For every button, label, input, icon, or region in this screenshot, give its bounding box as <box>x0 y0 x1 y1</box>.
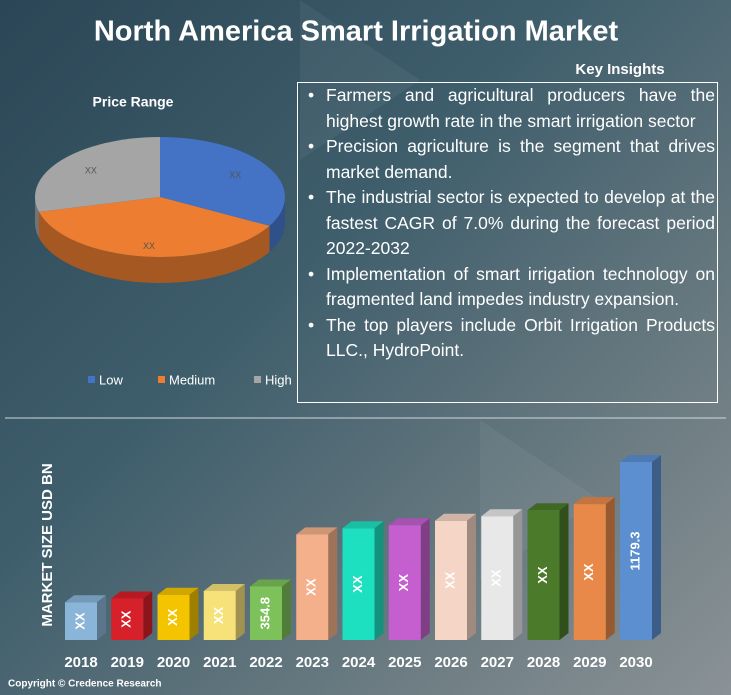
x-tick-label: 2018 <box>64 654 97 671</box>
bar-side <box>282 579 291 640</box>
x-tick-label: 2030 <box>619 654 652 671</box>
bar-top <box>157 587 199 595</box>
x-tick-label: 2025 <box>388 654 421 671</box>
bar <box>111 598 144 640</box>
bar-value-label: XX <box>581 563 596 581</box>
bar-top <box>527 503 569 511</box>
pie-slice <box>160 137 286 226</box>
bar-side <box>605 497 615 640</box>
x-tick-label: 2021 <box>203 654 236 671</box>
legend-label: High <box>265 372 292 387</box>
pie-side <box>38 211 270 284</box>
x-tick-label: 2019 <box>111 654 144 671</box>
bar-value-label: XX <box>396 574 411 592</box>
pie-slice <box>38 197 270 257</box>
bar-top <box>620 455 661 462</box>
pie-value-label: XX <box>229 170 241 180</box>
copyright: Copyright © Credence Research <box>8 679 162 690</box>
bar-side <box>374 521 384 640</box>
bar <box>250 586 282 640</box>
bar-side <box>143 591 153 640</box>
bar-side <box>328 527 338 640</box>
x-tick-label: 2026 <box>434 654 467 671</box>
pie-slice <box>35 137 160 212</box>
bar <box>481 516 514 640</box>
bar-value-label: XX <box>489 569 504 587</box>
insights-list: Farmers and agricultural producers have … <box>297 82 718 403</box>
x-tick-label: 2024 <box>342 654 376 671</box>
pie-title: Price Range <box>93 94 174 110</box>
bar-top <box>388 518 430 526</box>
bar <box>435 520 467 640</box>
bar-top <box>250 579 291 587</box>
bar-side <box>235 583 245 640</box>
bar-side <box>652 455 661 640</box>
bar <box>573 504 606 640</box>
bar-side <box>189 587 199 640</box>
bar <box>157 594 190 640</box>
bar-top <box>111 591 153 599</box>
bar-value-label: XX <box>535 566 550 584</box>
bar <box>620 462 652 640</box>
bar-top <box>203 583 245 591</box>
legend-swatch <box>88 376 95 383</box>
x-tick-label: 2023 <box>296 654 329 671</box>
bar <box>203 590 236 640</box>
x-tick-label: 2028 <box>527 654 560 671</box>
bar-top <box>573 497 615 505</box>
y-axis-label: MARKET SIZE USD BN <box>39 463 56 626</box>
bar-top <box>481 509 523 517</box>
title: North America Smart Irrigation Market <box>94 16 619 48</box>
bar-top <box>296 527 338 535</box>
bar <box>527 510 560 640</box>
x-tick-label: 2027 <box>481 654 514 671</box>
insight: Precision agriculture is the segment tha… <box>302 134 715 185</box>
insight: Implementation of smart irrigation techn… <box>302 262 715 313</box>
bar-side <box>97 595 106 640</box>
bar <box>342 528 375 640</box>
pie-side <box>269 197 285 252</box>
legend-label: Medium <box>169 372 215 387</box>
bar <box>388 525 421 640</box>
bar-side <box>559 503 569 640</box>
bar-value-label: XX <box>72 612 87 630</box>
bar-side <box>420 518 430 640</box>
pie-value-label: XX <box>143 241 155 251</box>
bar-value-label: 1179.3 <box>627 531 642 570</box>
bar-value-label: XX <box>165 608 180 626</box>
bar-value-label: XX <box>442 571 457 589</box>
bar-value-label: 354.8 <box>257 597 272 630</box>
bar-value-label: XX <box>119 610 134 628</box>
insight: Farmers and agricultural producers have … <box>302 83 715 134</box>
insights-title: Key Insights <box>575 61 664 78</box>
x-tick-label: 2022 <box>249 654 282 671</box>
x-tick-label: 2020 <box>157 654 190 671</box>
bar-value-label: XX <box>211 606 226 624</box>
bar-side <box>513 509 523 640</box>
legend-swatch <box>254 376 261 383</box>
pie-side <box>35 197 39 238</box>
bar-top <box>65 595 106 603</box>
bar-value-label: XX <box>350 575 365 593</box>
insight: The top players include Orbit Irrigation… <box>302 313 715 364</box>
legend-swatch <box>158 376 165 383</box>
bar-top <box>435 513 476 521</box>
bar <box>65 602 97 640</box>
bar-side <box>467 513 476 640</box>
legend-label: Low <box>99 372 123 387</box>
bar-value-label: XX <box>304 578 319 596</box>
pie-value-label: XX <box>85 166 97 176</box>
bar-top <box>342 521 384 529</box>
x-tick-label: 2029 <box>573 654 606 671</box>
bar <box>296 534 329 640</box>
insight: The industrial sector is expected to dev… <box>302 185 715 262</box>
